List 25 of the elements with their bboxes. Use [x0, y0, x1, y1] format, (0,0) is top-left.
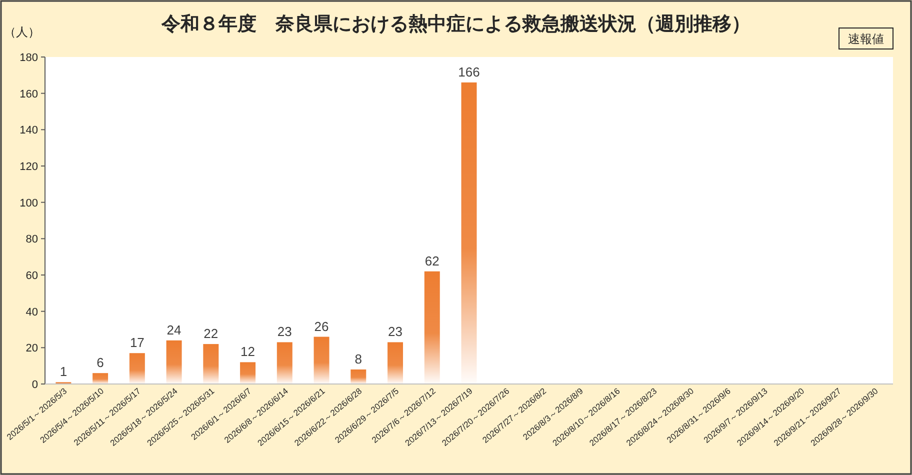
ytick: 0: [32, 379, 38, 391]
data-label: 1: [60, 364, 68, 380]
ytick: 140: [20, 124, 38, 137]
ytick: 180: [20, 52, 38, 64]
data-label: 62: [424, 253, 440, 268]
data-label: 12: [240, 344, 256, 360]
ytick: 160: [20, 88, 38, 100]
data-label: 23: [388, 324, 402, 340]
ylabel: （人）: [4, 25, 40, 39]
ytick: 80: [26, 234, 38, 246]
annotation: 速報値: [838, 28, 894, 50]
data-label: 23: [277, 324, 292, 340]
data-label: 8: [354, 351, 362, 366]
ytick: 120: [20, 161, 38, 173]
data-label: 17: [130, 335, 144, 350]
data-label: 6: [96, 355, 104, 370]
data-label: 26: [314, 318, 329, 334]
ytick: 60: [26, 270, 38, 282]
title: 令和８年度 奈良県における熱中症による救急搬送状況（週別推移）: [162, 14, 750, 35]
data-label: 24: [166, 322, 182, 338]
ytick: 100: [20, 197, 38, 210]
data-label: 22: [204, 326, 218, 342]
data-label: 166: [458, 64, 480, 80]
ytick: 40: [26, 306, 38, 318]
ytick: 20: [26, 342, 38, 355]
